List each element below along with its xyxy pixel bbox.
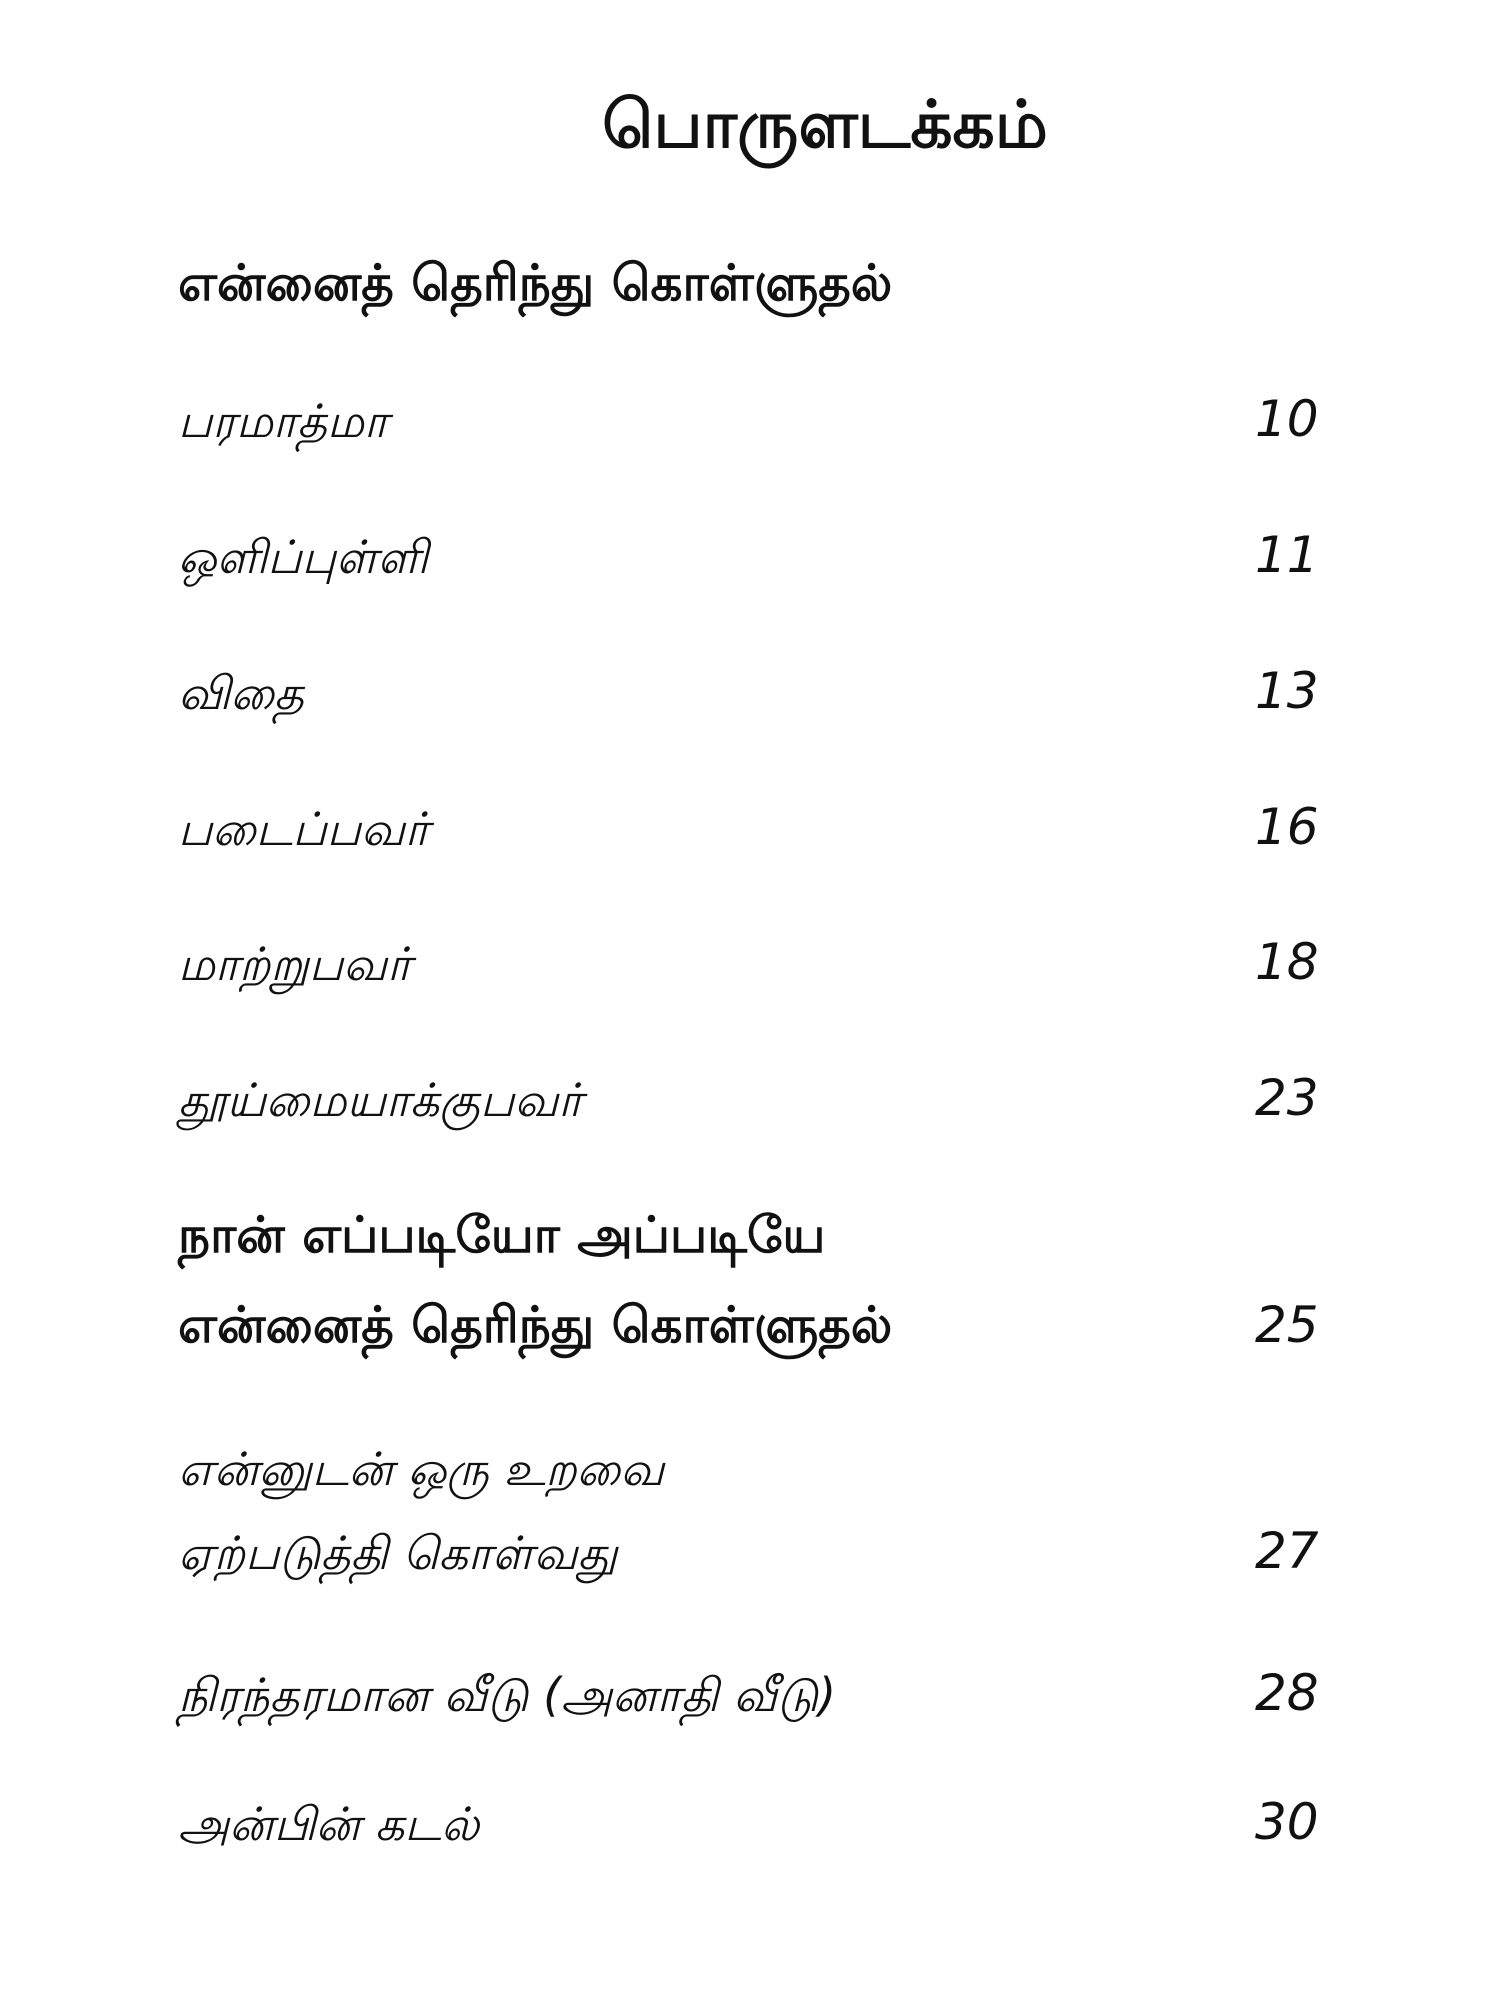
toc-page-number: 25 bbox=[1255, 1296, 1319, 1354]
page-title: பொருளடக்கம் bbox=[602, 86, 1048, 163]
toc-page-number: 23 bbox=[1255, 1069, 1319, 1127]
toc-entry: நிரந்தரமான வீடு (அனாதி வீடு) bbox=[178, 1668, 837, 1722]
toc-entry: அன்பின் கடல் bbox=[178, 1797, 480, 1851]
toc-entry-line1: என்னுடன் ஒரு உறவை bbox=[178, 1442, 665, 1496]
toc-page-number: 11 bbox=[1255, 526, 1319, 584]
toc-page-number: 16 bbox=[1255, 798, 1319, 856]
toc-entry: மாற்றுபவர் bbox=[178, 937, 412, 991]
toc-entry: படைப்பவர் bbox=[178, 802, 429, 856]
toc-page-number: 13 bbox=[1255, 662, 1319, 720]
toc-entry: விதை bbox=[178, 666, 304, 720]
toc-entry-line2: ஏற்படுத்தி கொள்வது bbox=[178, 1526, 618, 1580]
toc-page-number: 10 bbox=[1255, 390, 1319, 448]
section-heading: என்னைத் தெரிந்து கொள்ளுதல் bbox=[178, 254, 893, 312]
toc-entry: தூய்மையாக்குபவர் bbox=[178, 1073, 583, 1127]
toc-page-number: 28 bbox=[1255, 1664, 1319, 1722]
toc-entry: பரமாத்மா bbox=[178, 394, 389, 448]
section-heading-line1: நான் எப்படியோ அப்படியே bbox=[178, 1206, 826, 1264]
toc-page-number: 27 bbox=[1255, 1522, 1319, 1580]
toc-entry: ஒளிப்புள்ளி bbox=[178, 530, 429, 584]
section-heading-line2: என்னைத் தெரிந்து கொள்ளுதல் bbox=[178, 1296, 893, 1354]
toc-page-number: 18 bbox=[1255, 933, 1319, 991]
toc-page-number: 30 bbox=[1255, 1793, 1319, 1851]
